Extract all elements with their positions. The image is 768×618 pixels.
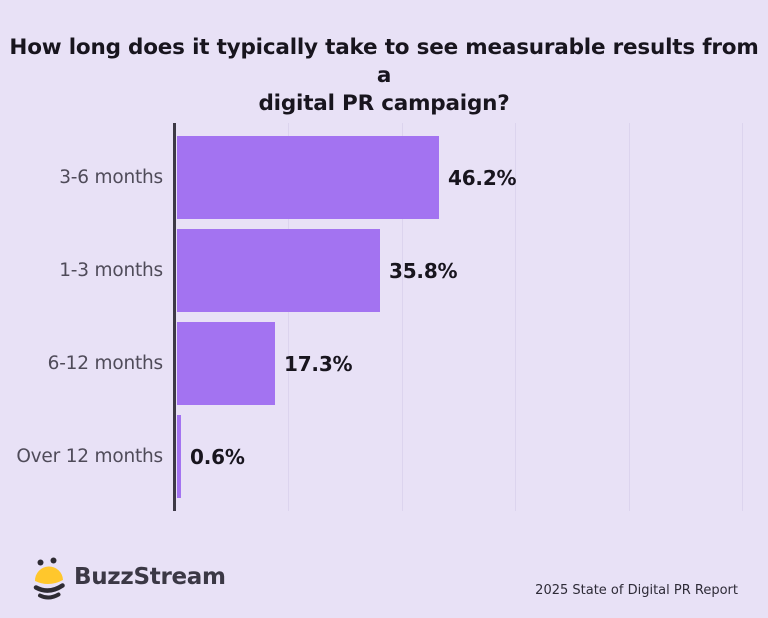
bar-track: 0.6% xyxy=(177,415,768,498)
y-axis-line xyxy=(173,123,176,511)
bar xyxy=(177,229,380,312)
category-label: 6-12 months xyxy=(47,353,164,374)
source-note: 2025 State of Digital PR Report xyxy=(535,583,738,598)
bar-row-3: 6-12 months 17.3% xyxy=(0,322,768,405)
bar-row-2: 1-3 months 35.8% xyxy=(0,229,768,312)
value-label: 35.8% xyxy=(389,258,458,283)
bar-track: 35.8% xyxy=(177,229,768,312)
bar-track: 17.3% xyxy=(177,322,768,405)
gridline-80 xyxy=(628,123,630,511)
brand-logo: BuzzStream xyxy=(33,554,226,600)
gridline-40 xyxy=(401,123,403,511)
category-label: Over 12 months xyxy=(16,446,163,467)
gridline-60 xyxy=(515,123,517,511)
chart-title-line-1: How long does it typically take to see m… xyxy=(9,35,759,88)
bar xyxy=(177,322,275,405)
chart-title-line-2: digital PR campaign? xyxy=(258,91,510,116)
category-label: 3-6 months xyxy=(59,167,163,188)
value-label: 17.3% xyxy=(284,351,353,376)
value-label: 0.6% xyxy=(190,444,245,469)
chart-title: How long does it typically take to see m… xyxy=(0,34,768,118)
buzzstream-bee-icon xyxy=(33,557,65,600)
bar-row-1: 3-6 months 46.2% xyxy=(0,136,768,219)
bar xyxy=(177,415,181,498)
gridline-20 xyxy=(288,123,290,511)
bar-rows: 3-6 months 46.2% 1-3 months 35.8% 6-12 month… xyxy=(0,123,768,508)
value-label: 46.2% xyxy=(448,165,517,190)
bar-track: 46.2% xyxy=(177,136,768,219)
category-label: 1-3 months xyxy=(59,260,163,281)
bar-row-4: Over 12 months 0.6% xyxy=(0,415,768,498)
bar xyxy=(177,136,439,219)
brand-name: BuzzStream xyxy=(74,564,226,590)
plot-area: 3-6 months 46.2% 1-3 months 35.8% 6-12 month… xyxy=(0,123,768,511)
gridline-100 xyxy=(742,123,743,511)
